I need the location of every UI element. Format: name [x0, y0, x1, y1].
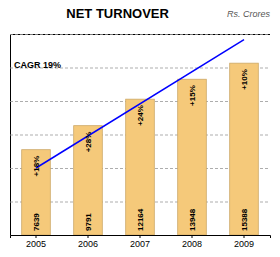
subtitle: Rs. Crores	[227, 9, 271, 19]
growth-label: +28%	[84, 132, 93, 153]
x-tick-label: 2008	[182, 239, 202, 249]
x-tick: 2008	[182, 235, 202, 249]
y-tick	[10, 34, 270, 35]
growth-label: +24%	[136, 105, 145, 126]
x-tick-mark	[244, 235, 245, 238]
x-tick: 2005	[26, 235, 46, 249]
x-tick-mark	[88, 235, 89, 238]
labels: 7639 9791 12164 13948 15388 CAGR 19% +18% +28% +…	[14, 60, 249, 231]
x-axis: 2005 2006 2007 2008 2009	[11, 235, 271, 249]
data-label: 12164	[136, 208, 145, 231]
bar	[230, 63, 259, 235]
trend-line	[36, 40, 244, 168]
x-tick-label: 2006	[78, 239, 98, 249]
x-tick: 2009	[234, 235, 254, 249]
x-tick: 2007	[130, 235, 150, 249]
grid-line	[10, 34, 270, 35]
y-axis-line	[11, 35, 271, 236]
y-axis	[10, 35, 270, 236]
data-label: 15388	[240, 208, 249, 231]
x-tick: 2006	[78, 235, 98, 249]
bar	[126, 99, 155, 235]
x-tick-mark	[140, 235, 141, 238]
data-label: 9791	[84, 213, 93, 231]
x-tick-mark	[192, 235, 193, 238]
x-tick-label: 2009	[234, 239, 254, 249]
plot: 2005 2006 2007 2008 2009 7639 9791 12164 13948 15…	[10, 35, 271, 250]
growth-label: +15%	[188, 85, 197, 106]
annotation: CAGR 19%	[14, 60, 61, 70]
growth-label: +10%	[240, 69, 249, 90]
data-label: 13948	[188, 208, 197, 231]
data-label: 7639	[32, 213, 41, 231]
x-tick-label: 2007	[130, 239, 150, 249]
growth-label: +18%	[32, 156, 41, 177]
x-tick-mark	[36, 235, 37, 238]
x-axis-line	[11, 236, 271, 239]
bar	[178, 79, 207, 235]
x-tick-label: 2005	[26, 239, 46, 249]
chart: NET TURNOVERRs. Crores200520062007200820…	[0, 0, 280, 257]
title: NET TURNOVER	[66, 6, 169, 21]
